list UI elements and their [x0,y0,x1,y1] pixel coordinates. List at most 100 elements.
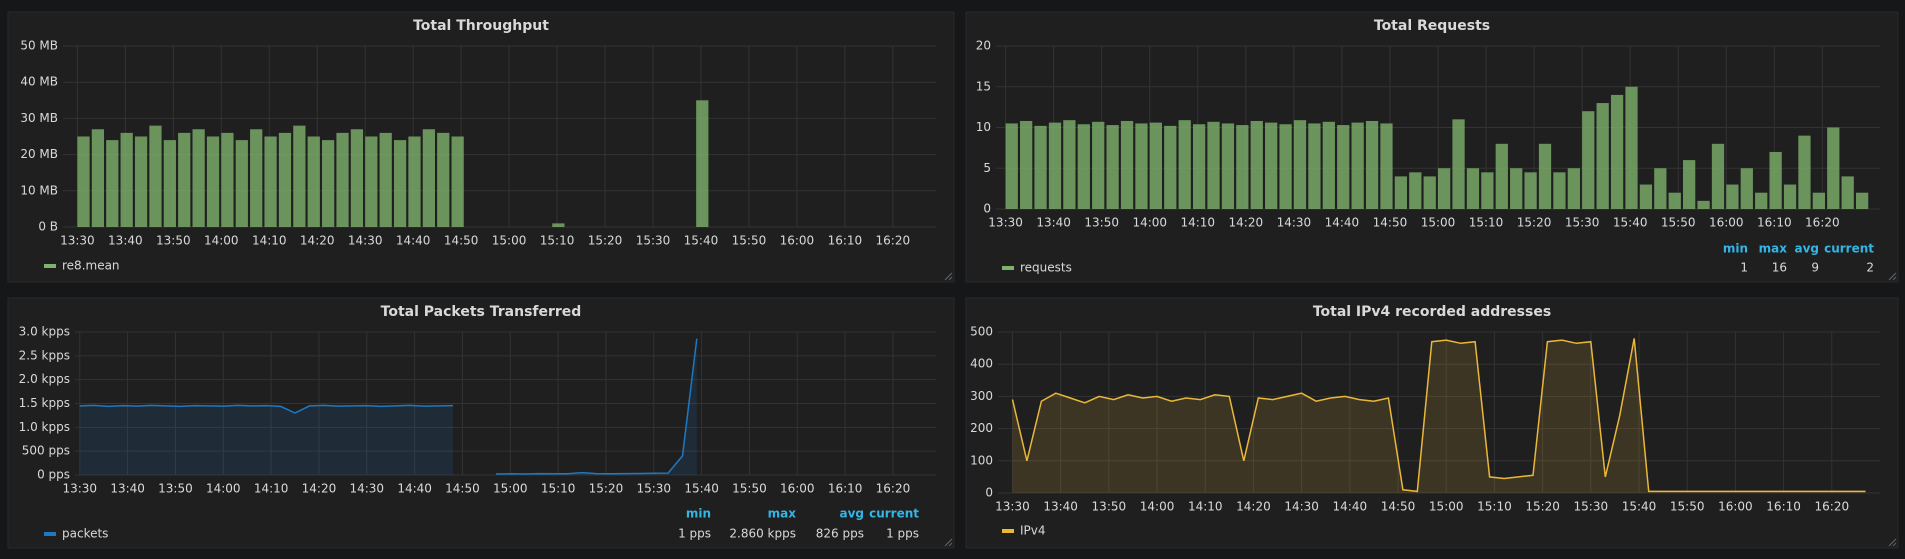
bar [1048,122,1062,209]
x-tick-label: 14:40 [397,482,432,496]
x-tick-label: 16:10 [1766,500,1801,514]
bar [1250,120,1263,209]
legend-label: requests [1020,261,1072,275]
x-tick-label: 15:20 [589,482,624,496]
bar [1221,123,1235,209]
bar [696,100,709,227]
x-tick-label: 14:40 [396,234,431,248]
x-tick-label: 13:50 [158,482,193,496]
x-tick-label: 14:10 [1180,216,1215,230]
bar [365,136,378,227]
x-tick-label: 13:30 [62,482,97,496]
panel-background [965,297,1899,549]
bar [1711,143,1725,209]
bar [1452,119,1465,209]
x-tick-label: 15:40 [684,482,719,496]
y-tick-label: 100 [970,453,993,467]
x-tick-label: 15:50 [732,482,767,496]
bar [278,132,292,227]
bar [1697,200,1710,209]
bar [1293,120,1307,209]
x-tick-label: 15:00 [1429,500,1464,514]
x-tick-label: 16:00 [1709,216,1744,230]
bar [1654,168,1667,209]
y-tick-label: 3.0 kpps [19,325,70,339]
x-tick-label: 16:00 [1718,500,1753,514]
legend-stat-value: 2 [1866,261,1874,275]
x-tick-label: 15:30 [1574,500,1609,514]
bar [1726,184,1739,209]
y-tick-label: 2.0 kpps [19,372,70,386]
legend-swatch [1002,529,1014,533]
y-tick-label: 0 B [38,220,58,234]
legend-stat-header: avg [1794,242,1819,256]
x-tick-label: 16:10 [828,234,863,248]
x-tick-label: 13:30 [988,216,1023,230]
x-tick-label: 15:20 [1525,500,1560,514]
legend-stat-header: current [869,507,919,521]
legend-stat-header: max [768,507,797,521]
y-tick-label: 0 [983,202,991,216]
bar [1265,122,1278,209]
legend-label: packets [62,527,108,541]
bar [1841,176,1854,209]
bar [192,129,205,227]
x-tick-label: 14:20 [300,234,335,248]
x-tick-label: 15:30 [636,234,671,248]
legend-stat-header: min [1723,242,1748,256]
bar [1524,172,1537,209]
y-tick-label: 20 [976,39,991,53]
bar [149,125,162,227]
x-tick-label: 14:10 [1188,500,1223,514]
x-tick-label: 15:40 [684,234,719,248]
bar [1092,121,1105,209]
panel: Total Throughput 0 B 10 MB 20 MB 30 MB 40 MB 5… [7,11,955,283]
bar [1005,123,1018,209]
y-tick-label: 5 [983,161,991,175]
x-tick-label: 15:10 [1469,216,1504,230]
y-tick-label: 1.0 kpps [19,420,70,434]
x-tick-label: 13:40 [108,234,143,248]
x-tick-label: 15:10 [541,482,576,496]
panel-title: Total IPv4 recorded addresses [1313,304,1551,320]
x-tick-label: 14:40 [1325,216,1360,230]
bar [1466,168,1480,209]
bar [1135,123,1148,209]
y-tick-label: 50 MB [20,39,58,53]
x-tick-label: 14:30 [349,482,384,496]
panel: Total Requests 0 5 10 15 20 13:30 13:40 13:50 14:… [965,11,1899,283]
x-tick-label: 15:10 [1477,500,1512,514]
panel-title: Total Requests [1374,18,1490,34]
y-tick-label: 400 [970,357,993,371]
bar [1553,172,1566,209]
x-tick-label: 16:20 [876,482,911,496]
x-tick-label: 14:00 [1132,216,1167,230]
bar [1855,192,1869,209]
bar [221,132,234,227]
resize-handle [944,272,953,281]
x-tick-label: 14:30 [1277,216,1312,230]
bar [1207,121,1220,209]
y-tick-label: 40 MB [20,75,58,89]
legend-label: IPv4 [1020,524,1046,538]
x-tick-label: 13:40 [1043,500,1078,514]
x-tick-label: 15:00 [492,234,527,248]
bar [163,140,176,227]
x-tick-label: 15:50 [732,234,767,248]
bar [1438,168,1451,209]
series-area [1012,338,1866,493]
bar [393,140,407,227]
bar [307,136,320,227]
panel-background [7,297,955,549]
x-tick-label: 15:50 [1670,500,1705,514]
bar [1639,184,1653,209]
bar [1308,123,1321,209]
bar [1034,125,1047,209]
bar [552,223,565,227]
bar [1149,122,1162,209]
y-tick-label: 0 pps [37,468,70,482]
x-tick-label: 13:30 [60,234,95,248]
x-tick-label: 15:30 [1565,216,1600,230]
y-tick-label: 1.5 kpps [19,396,70,410]
